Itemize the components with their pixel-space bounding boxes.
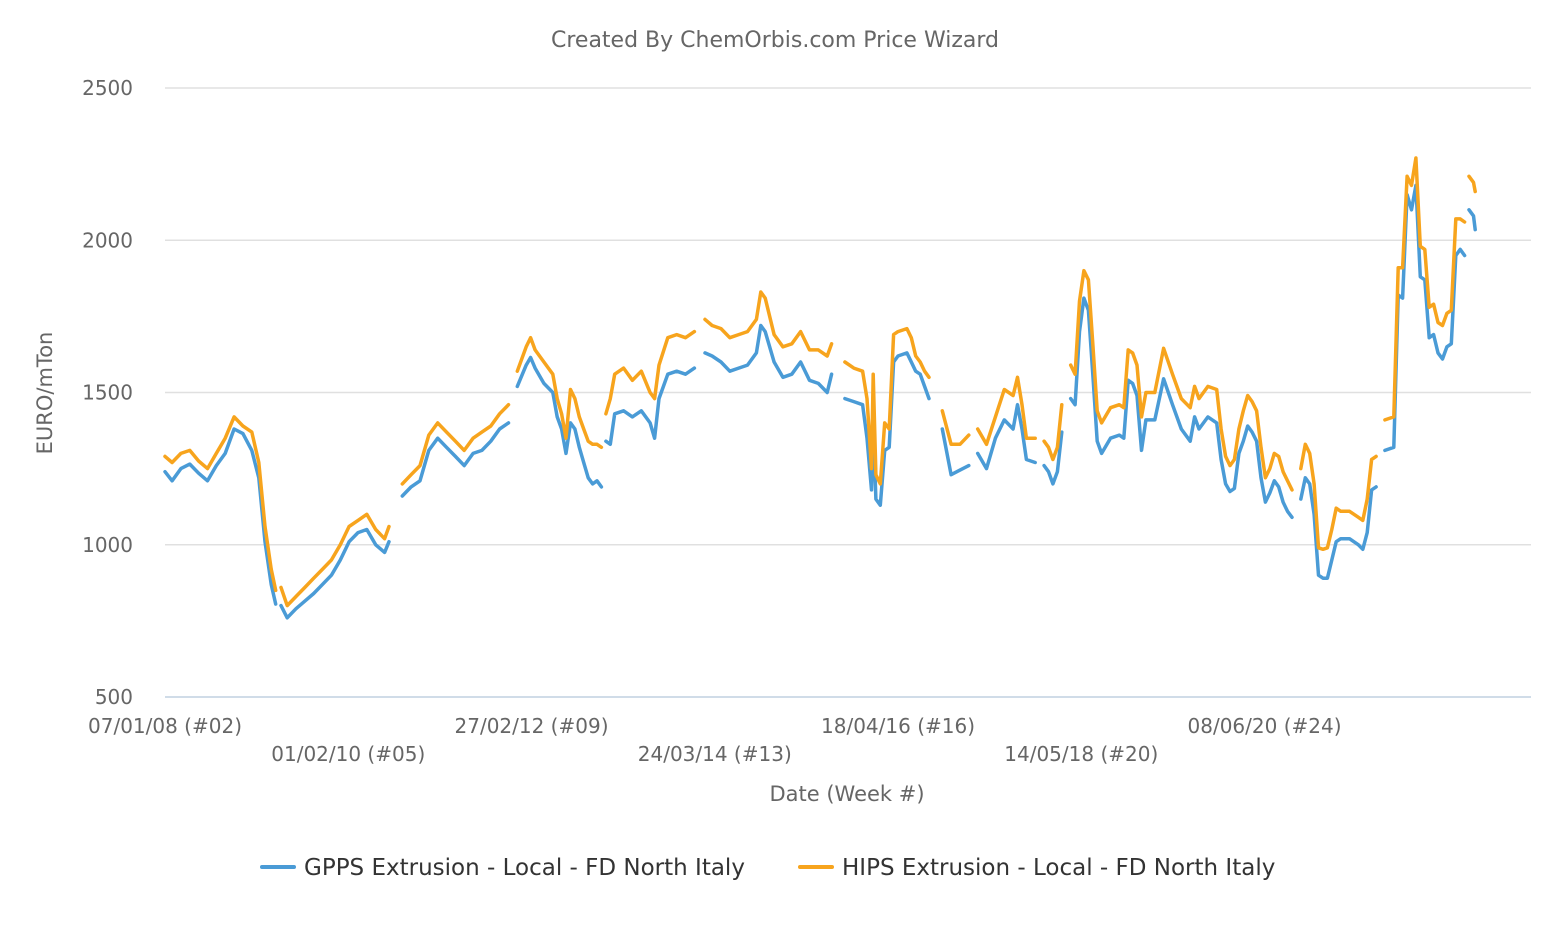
legend-item-hips[interactable]: HIPS Extrusion - Local - FD North Italy [798, 855, 1275, 881]
x-axis-ticks: 07/01/08 (#02) 01/02/10 (#05) 27/02/12 (#0… [88, 714, 1342, 766]
gridlines [165, 87, 1531, 698]
x-tick-label: 24/03/14 (#13) [638, 742, 792, 766]
x-tick-label: 01/02/10 (#05) [271, 742, 425, 766]
chart-title: Created By ChemOrbis.com Price Wizard [551, 28, 999, 53]
legend-item-gpps[interactable]: GPPS Extrusion - Local - FD North Italy [260, 855, 745, 881]
legend[interactable]: GPPS Extrusion - Local - FD North Italy … [260, 855, 1275, 881]
x-axis-title: Date (Week #) [769, 782, 924, 806]
legend-label-gpps[interactable]: GPPS Extrusion - Local - FD North Italy [304, 855, 745, 881]
y-axis-title: EURO/mTon [33, 332, 57, 455]
y-tick-label: 2500 [82, 76, 133, 100]
x-tick-label: 14/05/18 (#20) [1004, 742, 1158, 766]
legend-label-hips[interactable]: HIPS Extrusion - Local - FD North Italy [842, 855, 1275, 881]
series-lines [163, 156, 1477, 620]
series-line-hips[interactable] [163, 156, 1477, 608]
y-axis-ticks: 500 1000 1500 2000 2500 [82, 76, 133, 709]
y-tick-label: 1000 [82, 533, 133, 557]
x-tick-label: 18/04/16 (#16) [821, 714, 975, 738]
y-tick-label: 2000 [82, 228, 133, 252]
series-line-gpps[interactable] [163, 183, 1477, 620]
y-tick-label: 500 [95, 685, 133, 709]
x-tick-label: 27/02/12 (#09) [455, 714, 609, 738]
x-tick-label: 07/01/08 (#02) [88, 714, 242, 738]
x-tick-label: 08/06/20 (#24) [1188, 714, 1342, 738]
y-tick-label: 1500 [82, 381, 133, 405]
